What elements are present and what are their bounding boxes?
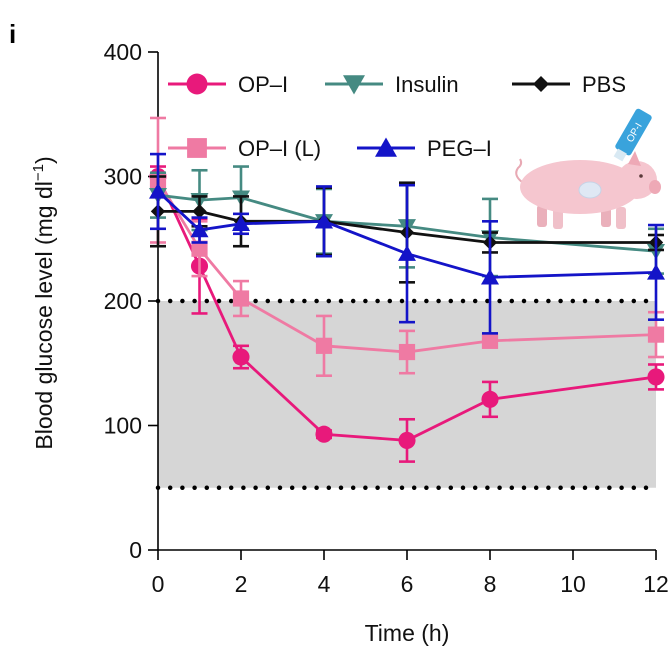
data-point-marker xyxy=(315,212,333,229)
data-point-marker xyxy=(533,76,549,92)
data-point-marker xyxy=(315,425,333,443)
data-point-marker xyxy=(149,182,167,199)
data-point-marker xyxy=(647,326,665,343)
tube-body xyxy=(615,108,652,156)
y-axis-title-superscript: −1 xyxy=(30,164,47,181)
y-tick-label: 0 xyxy=(129,537,142,563)
pig-eye xyxy=(639,174,643,178)
y-tick-label: 400 xyxy=(104,39,142,65)
data-point-marker xyxy=(481,268,499,285)
x-tick-label: 12 xyxy=(643,571,669,597)
data-point-marker xyxy=(398,343,416,361)
pig-tail xyxy=(515,158,523,183)
series-layer xyxy=(149,116,665,463)
pig-head xyxy=(617,161,657,199)
data-point-marker xyxy=(481,332,499,349)
y-axis-title-close: ) xyxy=(31,156,57,164)
y-axis-title-main: Blood glucose level (mg dl xyxy=(31,181,57,449)
legend-item: PBS xyxy=(512,72,626,97)
data-point-marker xyxy=(375,137,397,157)
legend-label: OP–I (L) xyxy=(238,136,321,161)
x-tick-label: 0 xyxy=(152,571,165,597)
legend-label: PBS xyxy=(582,72,626,97)
pig-snout xyxy=(649,180,661,194)
data-point-marker xyxy=(398,245,416,261)
x-tick-label: 4 xyxy=(318,571,331,597)
data-point-marker xyxy=(190,221,209,238)
legend-label: PEG–I xyxy=(427,136,492,161)
data-point-marker xyxy=(647,263,665,280)
x-tick-label: 10 xyxy=(560,571,586,597)
legend-label: Insulin xyxy=(395,72,459,97)
data-point-marker xyxy=(187,138,207,158)
data-point-marker xyxy=(232,348,250,366)
legend: OP–I Insulin PBS OP–I (L) PEG–I xyxy=(168,72,626,161)
patch xyxy=(578,181,602,199)
x-tick-label: 8 xyxy=(484,571,497,597)
y-tick-label: 100 xyxy=(104,413,142,439)
legend-item: OP–I (L) xyxy=(168,136,321,161)
data-point-marker xyxy=(232,215,250,232)
panel-label: i xyxy=(9,19,16,49)
legend-item: PEG–I xyxy=(357,136,492,161)
data-point-marker xyxy=(191,240,208,257)
tube-nozzle xyxy=(613,148,627,162)
y-tick-label: 300 xyxy=(104,164,142,190)
applicator-tube: OP-I xyxy=(613,108,652,162)
legend-label: OP–I xyxy=(238,72,288,97)
data-point-marker xyxy=(647,368,665,386)
data-point-marker xyxy=(232,290,250,307)
pig-illustration: OP-I xyxy=(515,108,661,229)
data-point-marker xyxy=(315,337,333,354)
axes-layer: 0 100 200 300 400 0 2 4 6 8 10 12 Time (h) Blood gluc… xyxy=(30,39,669,646)
y-axis-title: Blood glucose level (mg dl−1) xyxy=(30,156,57,449)
legend-item: Insulin xyxy=(325,72,459,97)
x-axis-title: Time (h) xyxy=(365,620,450,646)
data-point-marker xyxy=(481,390,499,408)
data-point-marker xyxy=(192,204,207,219)
data-point-marker xyxy=(398,431,416,449)
legend-item: OP–I xyxy=(168,72,288,97)
data-point-marker xyxy=(186,73,208,95)
series-peg-i xyxy=(149,152,665,335)
y-tick-label: 200 xyxy=(104,288,142,314)
data-point-marker xyxy=(343,75,365,95)
x-tick-label: 6 xyxy=(401,571,414,597)
x-tick-label: 2 xyxy=(235,571,248,597)
pig-leg xyxy=(616,207,626,229)
pig-ear xyxy=(628,151,641,166)
pig-leg xyxy=(537,205,547,227)
